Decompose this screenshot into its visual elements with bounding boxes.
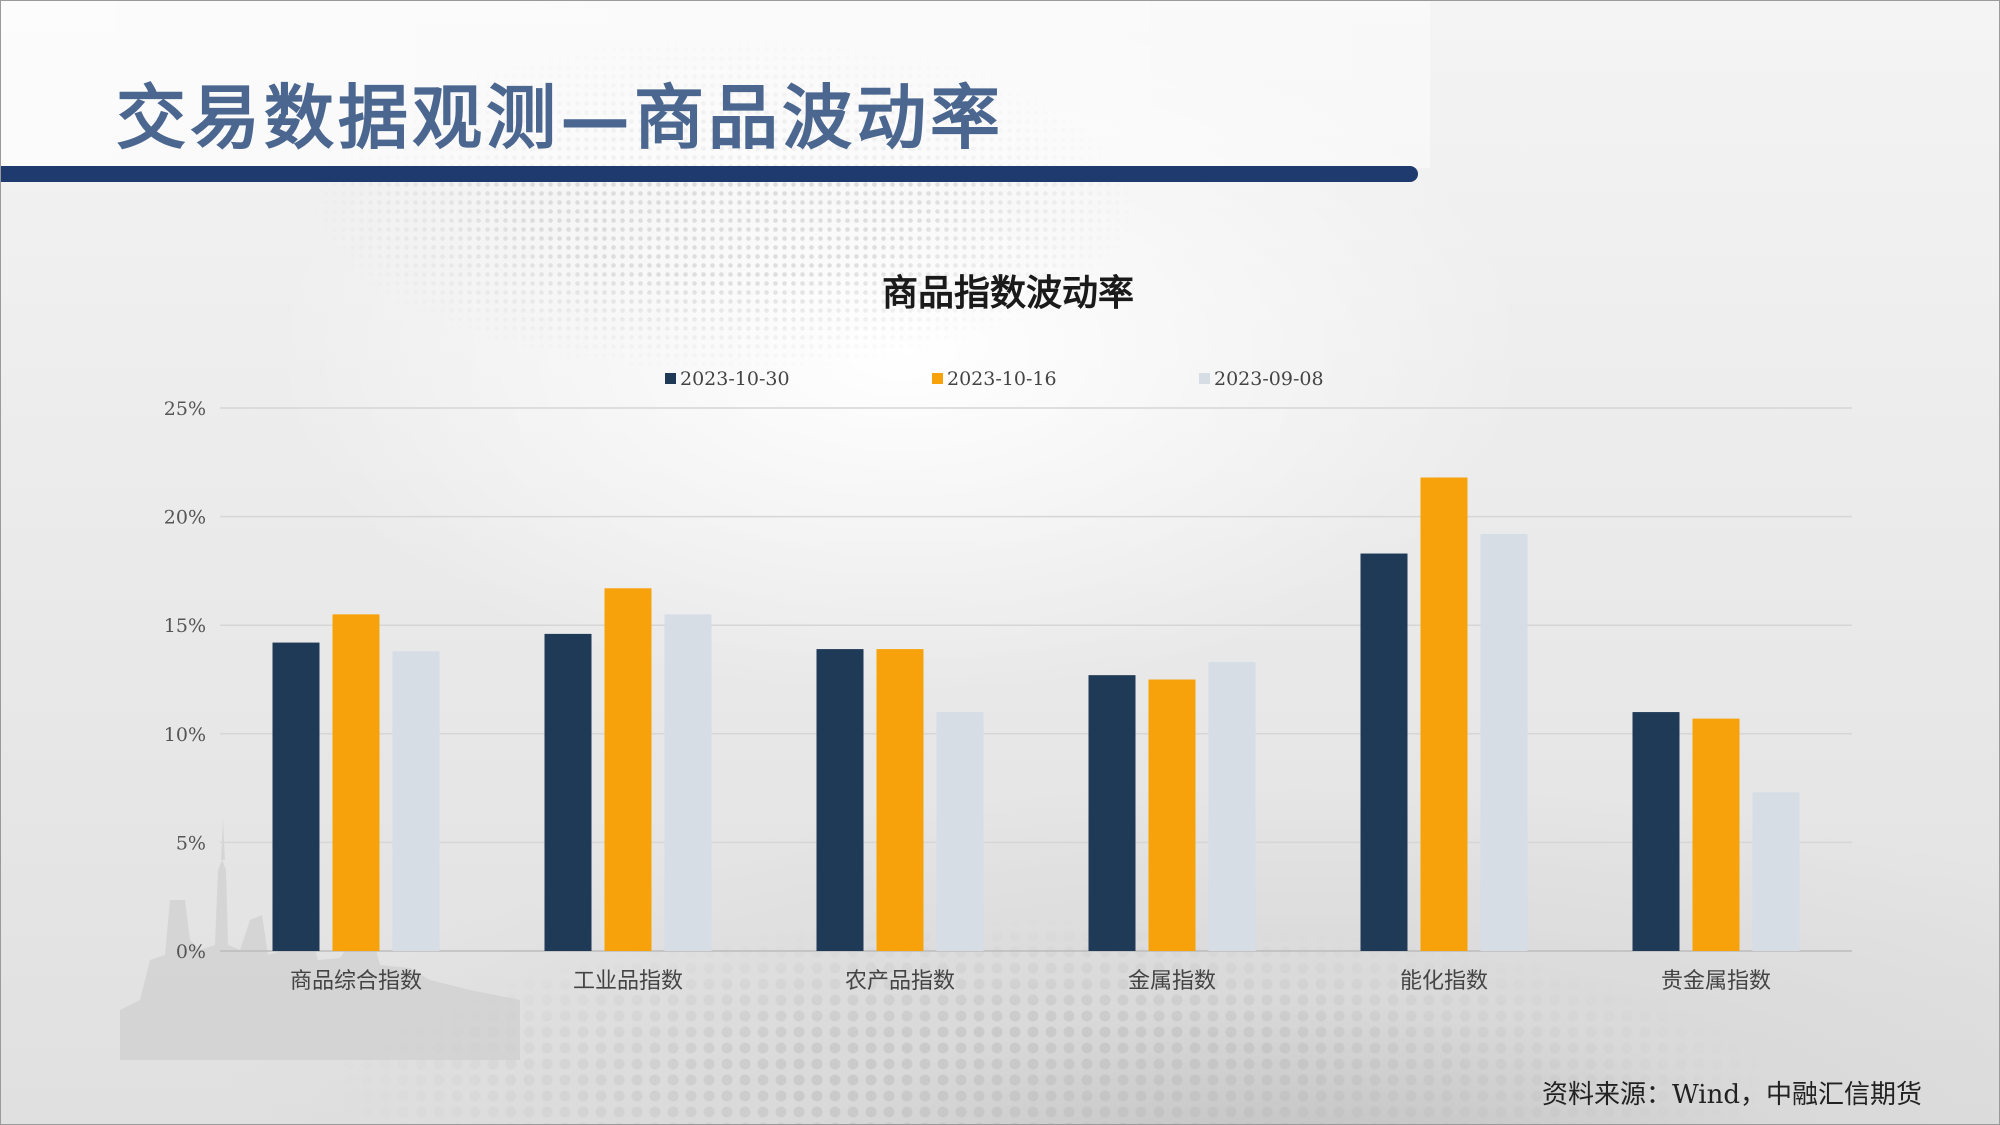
bar	[1208, 662, 1256, 951]
y-tick-label: 20%	[164, 507, 206, 529]
x-tick-label: 贵金属指数	[1661, 969, 1771, 994]
bar	[272, 642, 320, 951]
bar	[604, 588, 652, 951]
bar	[1420, 477, 1468, 951]
y-tick-label: 15%	[164, 615, 206, 637]
y-tick-label: 5%	[176, 832, 206, 854]
y-tick-label: 0%	[176, 941, 206, 963]
bar	[1088, 675, 1136, 951]
legend-label: 2023-10-30	[680, 368, 790, 390]
title-rule	[0, 166, 1418, 182]
bar	[1632, 712, 1680, 951]
bar	[544, 633, 592, 951]
x-tick-label: 农产品指数	[845, 969, 955, 994]
x-tick-label: 商品综合指数	[290, 969, 422, 994]
bar	[1480, 533, 1528, 951]
bar	[664, 614, 712, 951]
legend-swatch	[665, 373, 676, 384]
x-tick-label: 金属指数	[1128, 969, 1216, 994]
x-tick-label: 工业品指数	[573, 969, 683, 994]
page-title: 交易数据观测—商品波动率	[116, 76, 1004, 159]
legend-swatch	[1199, 373, 1210, 384]
source-note: 资料来源：Wind，中融汇信期货	[1542, 1080, 1922, 1110]
bar	[392, 651, 440, 951]
legend-swatch	[932, 373, 943, 384]
y-tick-label: 10%	[164, 724, 206, 746]
bar	[816, 649, 864, 951]
bar	[1360, 553, 1408, 951]
legend-label: 2023-10-16	[947, 368, 1057, 390]
bar	[936, 712, 984, 951]
legend-label: 2023-09-08	[1214, 368, 1324, 390]
y-tick-label: 25%	[164, 398, 206, 420]
x-tick-label: 能化指数	[1400, 969, 1488, 994]
bar	[876, 649, 924, 951]
bar	[1692, 718, 1740, 951]
title-band	[0, 0, 1430, 168]
bar	[1148, 679, 1196, 951]
bar	[332, 614, 380, 951]
chart-title: 商品指数波动率	[882, 272, 1134, 314]
bar	[1752, 792, 1800, 951]
